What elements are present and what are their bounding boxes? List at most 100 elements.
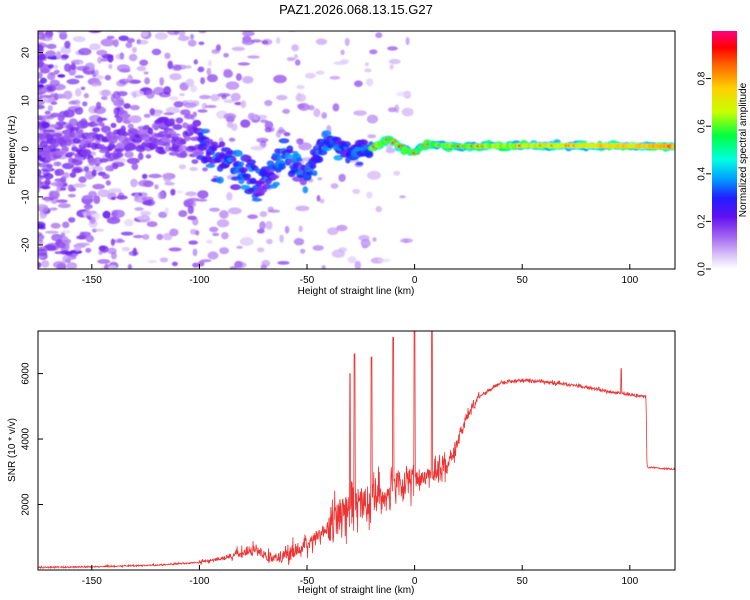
- spectrogram-blob: [400, 238, 413, 244]
- spectrogram-blob: [156, 146, 164, 151]
- spectrogram-blob: [267, 209, 280, 213]
- spectrogram-blob: [117, 238, 123, 243]
- spectrogram-blob: [98, 250, 103, 256]
- spectrogram-blob: [91, 169, 97, 177]
- snr-series-line: [38, 331, 675, 570]
- spectrogram-blob: [52, 261, 67, 269]
- spectrogram-blob: [76, 120, 89, 129]
- spectrogram-blob: [126, 157, 140, 165]
- spectrogram-blob: [396, 91, 411, 97]
- spectrogram-blob: [120, 231, 134, 236]
- spectrogram-blob: [164, 181, 175, 186]
- spectrogram-blob: [401, 107, 414, 117]
- spectrogram-blob: [203, 138, 214, 143]
- spectrogram-blob: [83, 93, 89, 99]
- spectrogram-blob: [159, 257, 169, 263]
- spectrogram-blob: [173, 101, 184, 108]
- spectrogram-blob: [218, 141, 226, 148]
- spectrogram-blob: [83, 203, 93, 210]
- spectrogram-blob: [200, 259, 212, 263]
- spectrogram-blob: [257, 247, 265, 253]
- spectrogram-blob: [68, 217, 76, 223]
- bottom-x-ticks: -150 -100 -50 0 50 100: [82, 565, 639, 587]
- spectrogram-blob: [223, 99, 236, 103]
- spectrogram-blob: [50, 101, 58, 105]
- spectrogram-blob: [183, 113, 195, 120]
- y-tick-label: 6000: [21, 362, 32, 385]
- x-tick-label: 0: [412, 275, 418, 286]
- spectrogram-blob: [115, 53, 124, 60]
- spectrogram-blob: [261, 259, 271, 267]
- spectrogram-blob: [94, 69, 99, 76]
- spectrogram-blob: [190, 85, 198, 93]
- spectrogram-blob: [64, 63, 71, 72]
- spectrogram-blob: [298, 142, 312, 151]
- spectrogram-blob: [293, 238, 305, 246]
- spectrogram-blob: [82, 101, 88, 107]
- spectrogram-blob: [38, 32, 45, 40]
- top-x-axis-label: Height of straight line (km): [298, 286, 415, 297]
- spectrogram-blob: [223, 69, 234, 78]
- spectrogram-blob: [157, 150, 167, 155]
- spectrogram-blob: [197, 190, 209, 199]
- colorbar-tick-label: 0.4: [697, 166, 708, 180]
- spectrogram-blob: [106, 35, 115, 40]
- spectrogram-blob: [205, 105, 217, 108]
- spectrogram-blob: [71, 167, 82, 174]
- bottom-y-ticks: 2000 4000 6000: [21, 362, 43, 516]
- spectrogram-blob: [354, 260, 362, 269]
- spectrogram-blob: [158, 211, 168, 218]
- spectrogram-blob: [370, 257, 384, 264]
- spectrogram-blob: [189, 136, 201, 141]
- spectrogram-blob: [216, 219, 230, 228]
- spectrogram-blob: [47, 105, 53, 112]
- spectrogram-blob: [82, 195, 94, 199]
- spectrogram-blob: [294, 59, 301, 66]
- spectrogram-blob: [52, 83, 66, 91]
- spectrogram-blob: [282, 108, 290, 114]
- spectrogram-blob: [240, 119, 251, 128]
- spectrogram-blob: [38, 168, 42, 176]
- spectrogram-blob: [128, 250, 139, 257]
- spectrogram-blob: [197, 198, 208, 202]
- spectrogram-blob: [41, 97, 49, 102]
- spectrogram-blob: [127, 74, 133, 83]
- spectrogram-blob: [45, 242, 60, 252]
- spectrogram-blob: [63, 129, 71, 137]
- spectrogram-blob: [178, 35, 190, 42]
- spectrogram-blob: [130, 178, 138, 188]
- spectrogram-blob: [114, 147, 125, 153]
- spectrogram-blob: [387, 46, 398, 51]
- y-tick-label: -10: [21, 189, 32, 204]
- spectrogram-blob: [59, 32, 68, 40]
- spectrogram-blob: [352, 188, 361, 195]
- spectrogram-blob: [64, 40, 71, 49]
- spectrogram-blob: [212, 232, 220, 237]
- spectrogram-blob: [277, 129, 287, 134]
- spectrogram-blob: [168, 96, 179, 101]
- spectrogram-blob: [171, 64, 182, 71]
- spectrogram-blob: [240, 100, 247, 109]
- spectrogram-blob: [315, 70, 325, 75]
- spectrogram-blob: [132, 92, 137, 99]
- spectrogram-blob: [341, 141, 351, 148]
- spectrogram-blob: [49, 190, 60, 199]
- spectrogram-blob: [38, 239, 44, 246]
- spectrogram-blob: [75, 88, 82, 97]
- spectrogram-blob: [66, 139, 72, 147]
- spectrogram-blob: [94, 228, 105, 232]
- spectrogram-blob: [69, 126, 80, 131]
- spectrogram-blob: [219, 210, 229, 219]
- x-tick-label: -150: [82, 576, 102, 587]
- spectrogram-blob: [162, 232, 173, 241]
- spectrogram-blob: [111, 209, 125, 218]
- spectrogram-blob: [317, 177, 323, 181]
- spectrogram-blob: [159, 77, 165, 86]
- spectrogram-blob: [110, 122, 117, 128]
- spectrogram-blob: [185, 78, 195, 87]
- spectrogram-blob: [86, 174, 93, 180]
- spectrogram-blob: [139, 59, 149, 66]
- spectrogram-blob: [38, 72, 43, 79]
- spectrogram-blob: [147, 259, 157, 264]
- spectrogram-blob: [236, 245, 243, 249]
